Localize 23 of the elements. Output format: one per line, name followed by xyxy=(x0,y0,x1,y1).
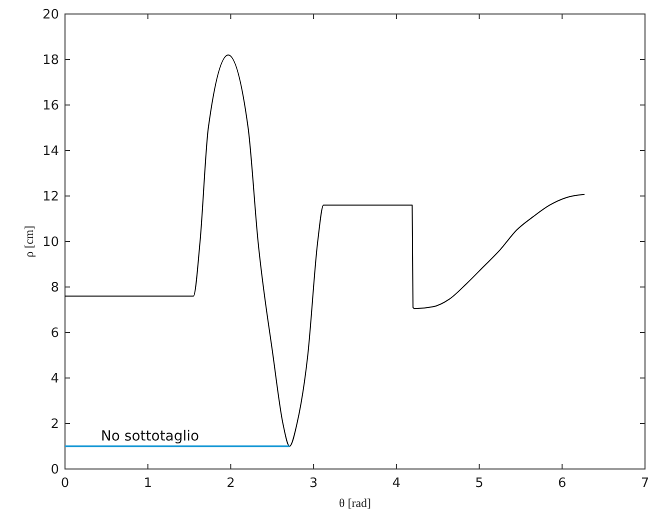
x-tick-label: 2 xyxy=(226,476,235,491)
x-tick-label: 0 xyxy=(60,476,70,491)
y-tick-label: 4 xyxy=(50,372,59,386)
x-tick-label: 6 xyxy=(558,476,566,491)
y-tick-label: 8 xyxy=(50,280,59,296)
series-label: No sottotaglio xyxy=(100,428,200,444)
y-tick-label: 10 xyxy=(42,235,59,250)
x-tick-label: 1 xyxy=(144,476,152,491)
y-axis-title: ρ [cm] xyxy=(22,226,36,258)
y-tick-label: 18 xyxy=(42,53,59,68)
line-series xyxy=(64,54,586,447)
y-tick-label: 6 xyxy=(50,326,59,341)
x-tick-label: 5 xyxy=(475,476,484,491)
y-tick-label: 14 xyxy=(42,144,59,159)
x-tick-label: 4 xyxy=(392,476,401,491)
x-tick-label: 7 xyxy=(640,476,650,491)
y-tick-label: 0 xyxy=(50,462,59,478)
y-tick-label: 2 xyxy=(50,417,59,432)
x-tick-label: 3 xyxy=(309,476,318,491)
x-axis-title: θ [rad] xyxy=(338,496,372,510)
y-tick-label: 12 xyxy=(42,190,59,204)
y-tick-label: 16 xyxy=(42,98,59,114)
y-tick-label: 20 xyxy=(42,8,59,22)
